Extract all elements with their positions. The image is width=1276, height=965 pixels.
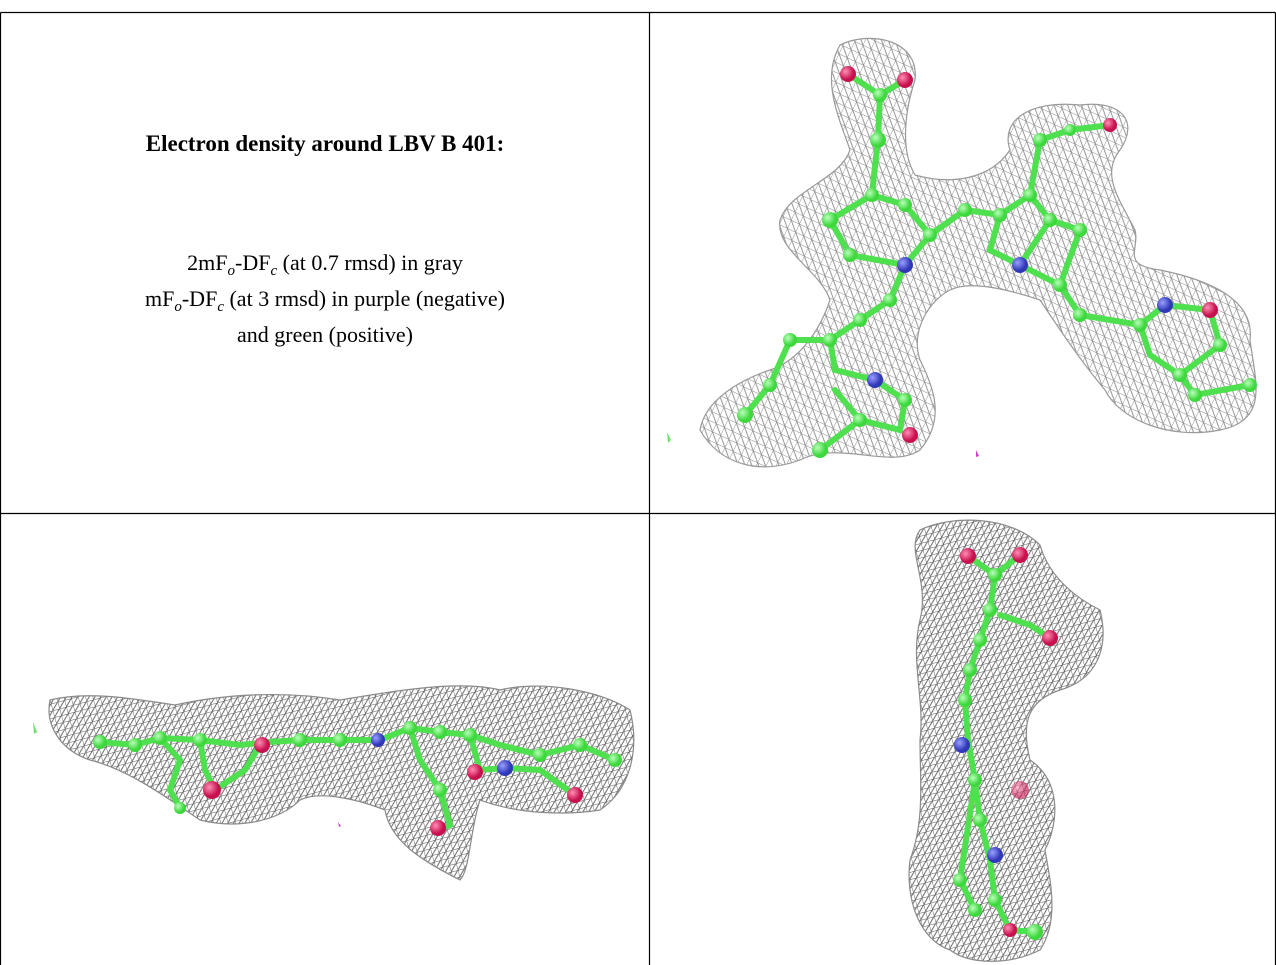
- text: (at 0.7 rmsd) in gray: [277, 250, 463, 275]
- density-view-side: [33, 686, 634, 880]
- legend-line: and green (positive): [1, 322, 649, 348]
- density-view-front: [667, 38, 1257, 466]
- subscript: o: [228, 263, 236, 279]
- density-view-top: [909, 520, 1103, 961]
- text: and green (positive): [237, 322, 413, 347]
- legend-line: mFo-DFc (at 3 rmsd) in purple (negative): [1, 286, 649, 312]
- text: mF: [145, 286, 174, 311]
- text: (at 3 rmsd) in purple (negative): [224, 286, 505, 311]
- page: Electron density around LBV B 401: 2mFo-…: [0, 0, 1276, 965]
- legend-line: 2mFo-DFc (at 0.7 rmsd) in gray: [1, 250, 649, 276]
- subscript: c: [217, 299, 224, 315]
- text: 2mF: [187, 250, 227, 275]
- subscript: o: [174, 299, 182, 315]
- legend-title: Electron density around LBV B 401:: [1, 131, 649, 157]
- text: -DF: [182, 286, 217, 311]
- text: -DF: [235, 250, 270, 275]
